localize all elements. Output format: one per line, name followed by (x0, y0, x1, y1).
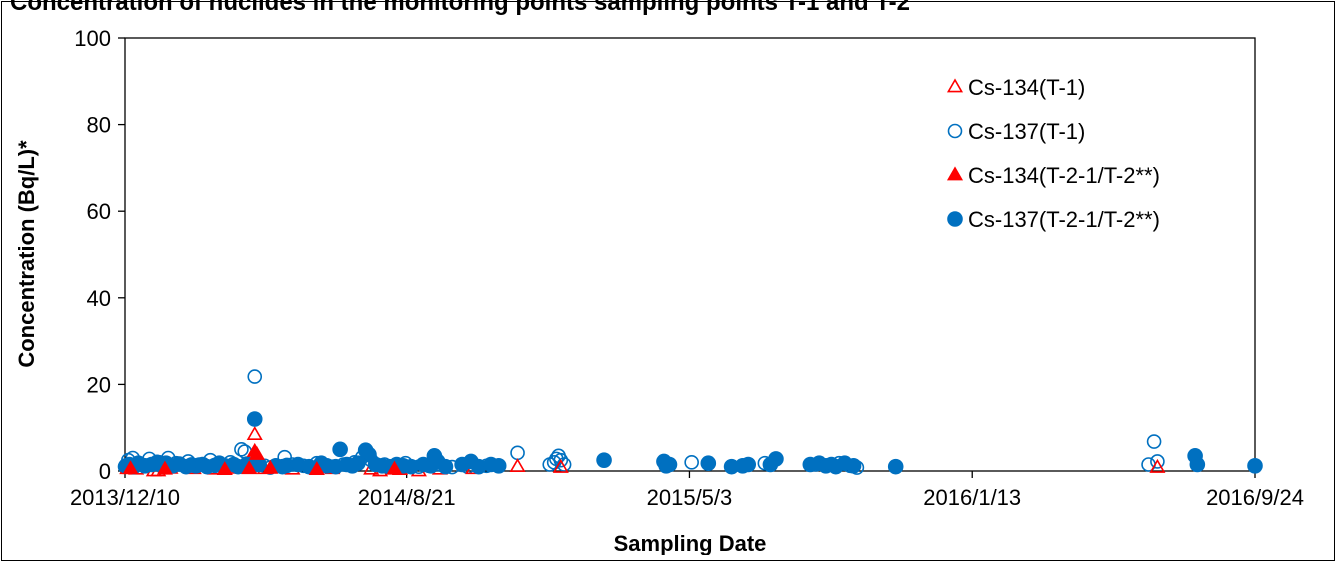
triangle-point (262, 459, 279, 474)
legend-marker (946, 78, 964, 93)
triangle-point (552, 458, 569, 473)
circle-point (1146, 434, 1162, 449)
circle-point (1189, 456, 1206, 473)
circle-point (332, 441, 348, 458)
legend-label: Cs-134(T-1) (968, 75, 1085, 100)
triangle-point (1149, 458, 1166, 473)
circle-point (510, 445, 525, 461)
y-tick-label: 100 (74, 26, 111, 51)
x-tick-label: 2016/1/13 (923, 485, 1021, 510)
x-axis: 2013/12/10 2014/8/21 2015/5/3 2016/1/13 2016… (70, 471, 1304, 510)
x-tick-label: 2016/9/24 (1206, 485, 1304, 510)
circle-point (246, 411, 263, 427)
triangle-point (248, 445, 265, 460)
circle-point (684, 455, 699, 470)
circle-point (1247, 458, 1263, 474)
circle-point (700, 455, 717, 472)
circle-point (1150, 454, 1165, 469)
y-tick-label: 40 (87, 286, 111, 311)
legend-marker (946, 166, 964, 181)
x-axis-title: Sampling Date (614, 531, 767, 555)
x-tick-label: 2013/12/10 (70, 485, 180, 510)
x-tick-label: 2015/5/3 (647, 485, 733, 510)
y-tick-label: 60 (87, 199, 111, 224)
triangle-point (246, 426, 263, 440)
y-tick-label: 20 (87, 372, 111, 397)
triangle-point (509, 458, 526, 473)
series-3 (122, 442, 403, 476)
circle-point (490, 458, 507, 474)
circle-point (740, 456, 757, 473)
legend-label: Cs-137(T-2-1/T-2**) (968, 207, 1160, 232)
series-4 (118, 411, 1263, 475)
x-tick-label: 2014/8/21 (358, 485, 456, 510)
triangle-point (216, 461, 233, 476)
circle-point (596, 452, 612, 468)
legend-marker (947, 123, 963, 139)
plot-area (124, 37, 1256, 472)
triangle-point (386, 460, 403, 475)
legend-marker (947, 211, 963, 227)
circle-point (350, 455, 366, 472)
y-axis: 0 20 40 60 80 100 (74, 26, 125, 484)
circle-point (247, 369, 263, 384)
triangle-point (241, 460, 258, 475)
y-tick-label: 80 (87, 113, 111, 138)
triangle-point (122, 460, 139, 475)
legend-label: Cs-137(T-1) (968, 119, 1085, 144)
y-axis-title: Concentration (Bq/L)* (14, 140, 39, 368)
y-tick-label: 0 (99, 459, 111, 484)
chart-title: Concentration of nuclides in the monitor… (10, 0, 911, 16)
circle-point (768, 451, 784, 467)
circle-point (437, 458, 454, 475)
circle-point (661, 456, 678, 473)
data-points (117, 369, 1263, 477)
circle-point (845, 458, 862, 474)
circle-point (887, 458, 904, 475)
legend: Cs-134(T-1) Cs-137(T-1) Cs-134(T-2-1/T-2**… (946, 75, 1160, 232)
legend-label: Cs-134(T-2-1/T-2**) (968, 163, 1160, 188)
triangle-point (156, 460, 173, 475)
triangle-point (308, 461, 325, 476)
circle-point (553, 452, 569, 468)
circle-point (234, 442, 249, 457)
